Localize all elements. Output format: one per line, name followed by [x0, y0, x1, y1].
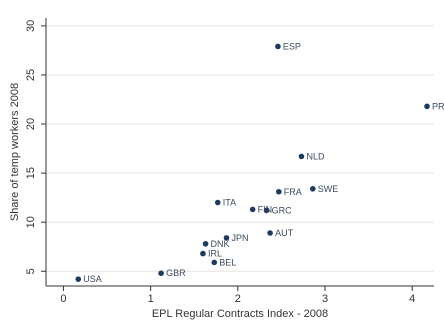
point-bel: [211, 259, 218, 266]
point-label-prt: PRT: [432, 101, 444, 111]
y-tick-label-1: 10: [25, 216, 37, 228]
point-dnk: [202, 240, 209, 247]
x-axis-title: EPL Regular Contracts Index - 2008: [152, 308, 328, 320]
point-label-dnk: DNK: [211, 239, 230, 249]
data-points: [75, 43, 430, 282]
y-tick-label-5: 30: [25, 20, 37, 32]
point-jpn: [223, 235, 230, 241]
point-label-ita: ITA: [223, 198, 236, 208]
point-label-gbr: GBR: [166, 268, 186, 278]
x-tick-label-2: 2: [235, 293, 241, 305]
y-tick-label-0: 5: [25, 268, 37, 274]
point-label-bel: BEL: [219, 257, 236, 267]
point-irl: [200, 250, 206, 257]
point-label-nld: NLD: [306, 151, 325, 161]
point-label-swe: SWE: [318, 184, 339, 194]
axes: 5 10 15 20 25 30 0 1 2 3 4: [25, 18, 434, 305]
y-axis-title: Share of temp workers 2008: [9, 83, 21, 221]
point-label-aut: AUT: [275, 228, 294, 238]
point-esp: [275, 43, 281, 50]
point-label-fra: FRA: [284, 187, 302, 197]
x-tick-label-4: 4: [409, 293, 415, 305]
point-gbr: [158, 270, 164, 277]
x-tick-label-3: 3: [322, 293, 328, 305]
point-fra: [276, 188, 282, 195]
y-tick-label-4: 25: [25, 69, 37, 81]
point-grc: [263, 207, 270, 214]
point-label-grc: GRC: [272, 205, 293, 215]
point-usa: [75, 276, 82, 282]
grid: [46, 25, 434, 272]
x-tick-label-0: 0: [60, 293, 66, 305]
point-prt: [424, 103, 430, 110]
point-ita: [214, 199, 221, 206]
y-tick-label-2: 15: [25, 167, 37, 179]
point-label-irl: IRL: [208, 249, 222, 259]
y-tick-label-3: 20: [25, 118, 37, 130]
point-swe: [310, 186, 316, 192]
point-label-fin: FIN: [258, 204, 273, 214]
point-fin: [249, 206, 256, 213]
point-aut: [267, 230, 273, 236]
point-label-usa: USA: [83, 274, 102, 284]
point-label-jpn: JPN: [231, 233, 248, 243]
point-nld: [298, 153, 305, 160]
x-tick-label-1: 1: [148, 293, 154, 305]
point-label-esp: ESP: [283, 41, 301, 51]
